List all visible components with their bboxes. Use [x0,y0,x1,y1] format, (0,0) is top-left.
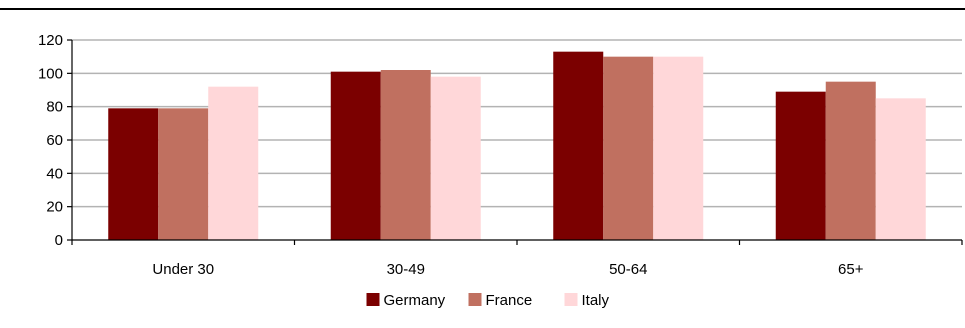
y-tick-label-120: 120 [38,32,63,49]
y-tick-label-20: 20 [46,199,63,216]
y-tick-label-80: 80 [46,99,63,116]
legend: Germany France Italy [366,292,610,309]
bar-italy-2 [653,56,704,240]
legend-label-france: France [486,292,533,309]
x-tick-label-1: 30-49 [387,261,425,278]
bar-germany-3 [775,91,826,241]
bar-germany-0 [108,108,159,240]
bar-italy-1 [430,76,481,241]
x-tick-label-3: 65+ [838,261,864,278]
x-tick-label-0: Under 30 [152,261,214,278]
x-axis-ticks: Under 30 30-49 50-64 65+ [71,240,963,278]
bar-germany-1 [330,71,381,241]
y-tick-label-60: 60 [46,132,63,149]
y-axis-ticks: 0 20 40 60 80 100 120 [38,32,72,249]
bar-france-2 [603,56,654,240]
bar-italy-0 [208,86,259,241]
legend-label-germany: Germany [384,292,446,309]
y-tick-label-100: 100 [38,65,63,82]
y-tick-label-40: 40 [46,165,63,182]
bar-france-0 [158,108,209,240]
bars [108,51,926,241]
legend-swatch-germany [366,293,380,306]
x-tick-label-2: 50-64 [609,261,647,278]
legend-swatch-france [468,293,482,306]
bar-france-3 [825,81,876,241]
bar-germany-2 [553,51,604,240]
y-tick-label-0: 0 [55,232,63,249]
legend-label-italy: Italy [582,292,610,309]
bar-france-1 [380,70,431,240]
bar-italy-3 [875,98,926,240]
legend-swatch-italy [564,293,578,306]
